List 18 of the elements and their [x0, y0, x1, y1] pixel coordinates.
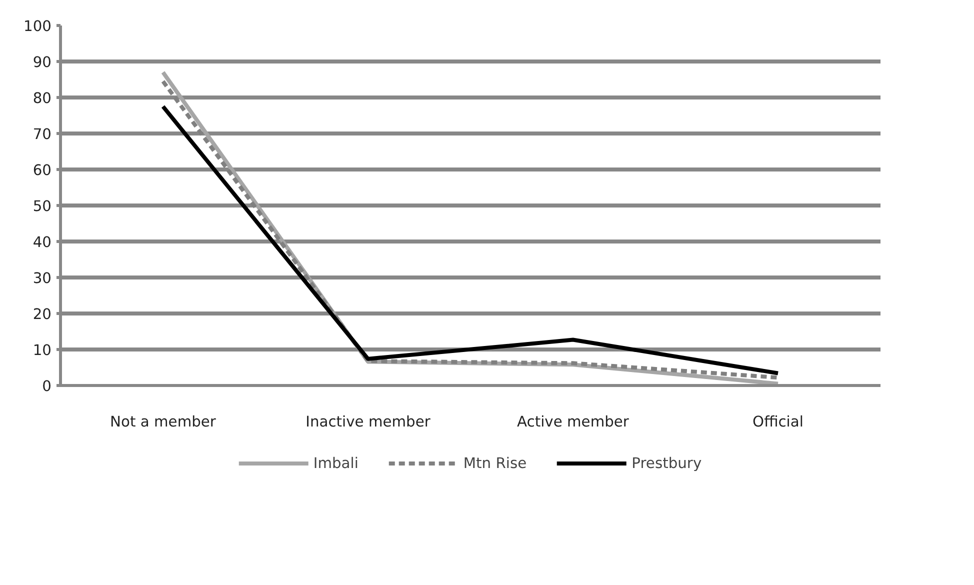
legend-label: Imbali: [313, 454, 358, 472]
y-tick-label: 40: [32, 234, 52, 251]
y-tick-label: 90: [32, 54, 52, 71]
y-tick-label: 100: [24, 18, 52, 35]
y-tick-label: 50: [32, 198, 52, 215]
x-tick-label: Official: [752, 414, 804, 430]
y-tick-label: 60: [32, 162, 52, 179]
x-tick-label: Inactive member: [306, 414, 432, 430]
x-tick-label: Not a member: [110, 414, 217, 430]
x-tick-label: Active member: [517, 414, 630, 430]
y-tick-label: 30: [32, 270, 52, 287]
y-tick-label: 20: [32, 306, 52, 323]
legend-label: Mtn Rise: [463, 454, 527, 472]
y-tick-label: 10: [32, 342, 52, 359]
y-tick-label: 0: [42, 378, 52, 395]
y-tick-label: 80: [32, 90, 52, 107]
legend-label: Prestbury: [632, 454, 702, 472]
y-tick-label: 70: [32, 126, 52, 143]
